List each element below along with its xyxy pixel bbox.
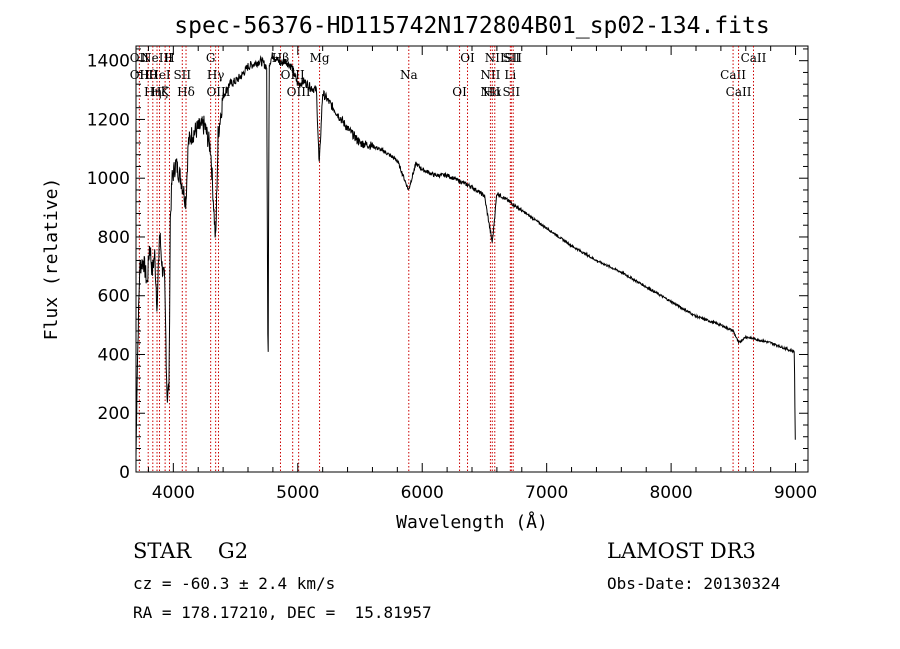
line-marker-label: NII [480,85,500,99]
x-tick-label: 7000 [525,483,568,503]
line-marker-label: Li [504,68,516,82]
y-tick-label: 200 [98,404,130,424]
x-tick-label: 6000 [401,483,444,503]
line-marker-label: Hδ [177,85,195,99]
y-axis-label: Flux (relative) [41,178,62,341]
y-tick-label: 0 [119,463,130,483]
line-marker-label: OI [460,51,475,65]
chart-title: spec-56376-HD115742N172804B01_sp02-134.f… [174,13,769,39]
line-marker-label: NII [480,68,500,82]
redshift-text: cz = -60.3 ± 2.4 km/s [133,574,336,593]
y-tick-label: 400 [98,345,130,365]
object-class: STAR G2 [133,539,249,563]
x-tick-label: 4000 [152,483,195,503]
line-marker-label: OII [130,68,150,82]
y-tick-label: 1400 [87,52,130,72]
line-marker-label: SII [504,51,522,65]
line-marker-label: Hζ [151,85,168,99]
x-tick-label: 8000 [649,483,692,503]
line-marker-label: SII [173,68,191,82]
line-marker-label: G [206,51,216,65]
y-tick-label: 800 [98,228,130,248]
line-marker-label: CaII [720,68,746,82]
line-marker-label: OIII [287,85,311,99]
line-marker-label: K [161,85,171,99]
x-axis-label: Wavelength (Å) [396,511,548,533]
coordinates: RA = 178.17210, DEC = 15.81957 [133,603,432,622]
spectrum-line [135,52,796,458]
line-marker-label: OII [130,51,150,65]
line-markers: OIIOIIHθHηNeIIIHeIHζKHSIIHδGHγOIIIHβOIII… [130,46,767,472]
line-marker-label: NII [485,51,505,65]
line-marker-label: SII [502,85,520,99]
axis-ticks: 4000 5000 6000 7000 8000 9000 0 200 400 600 800 100… [87,46,817,503]
line-marker-label: CaII [741,51,767,65]
plot-frame [135,45,809,473]
line-marker-label: Mg [310,51,330,65]
x-tick-label: 5000 [276,483,319,503]
line-marker-label: Hγ [207,68,225,82]
line-marker-label: H [164,51,174,65]
y-tick-label: 1200 [87,110,130,130]
line-marker-label: Na [400,68,418,82]
line-marker-label: HeI [148,68,171,82]
obs-date: Obs-Date: 20130324 [607,574,781,593]
line-marker-label: CaII [726,85,752,99]
line-marker-label: Hα [483,85,502,99]
survey-name: LAMOST DR3 [607,539,756,563]
line-marker-label: SII [502,51,520,65]
y-tick-label: 1000 [87,169,130,189]
x-tick-label: 9000 [774,483,817,503]
line-marker-label: OI [452,85,467,99]
y-tick-label: 600 [98,287,130,307]
